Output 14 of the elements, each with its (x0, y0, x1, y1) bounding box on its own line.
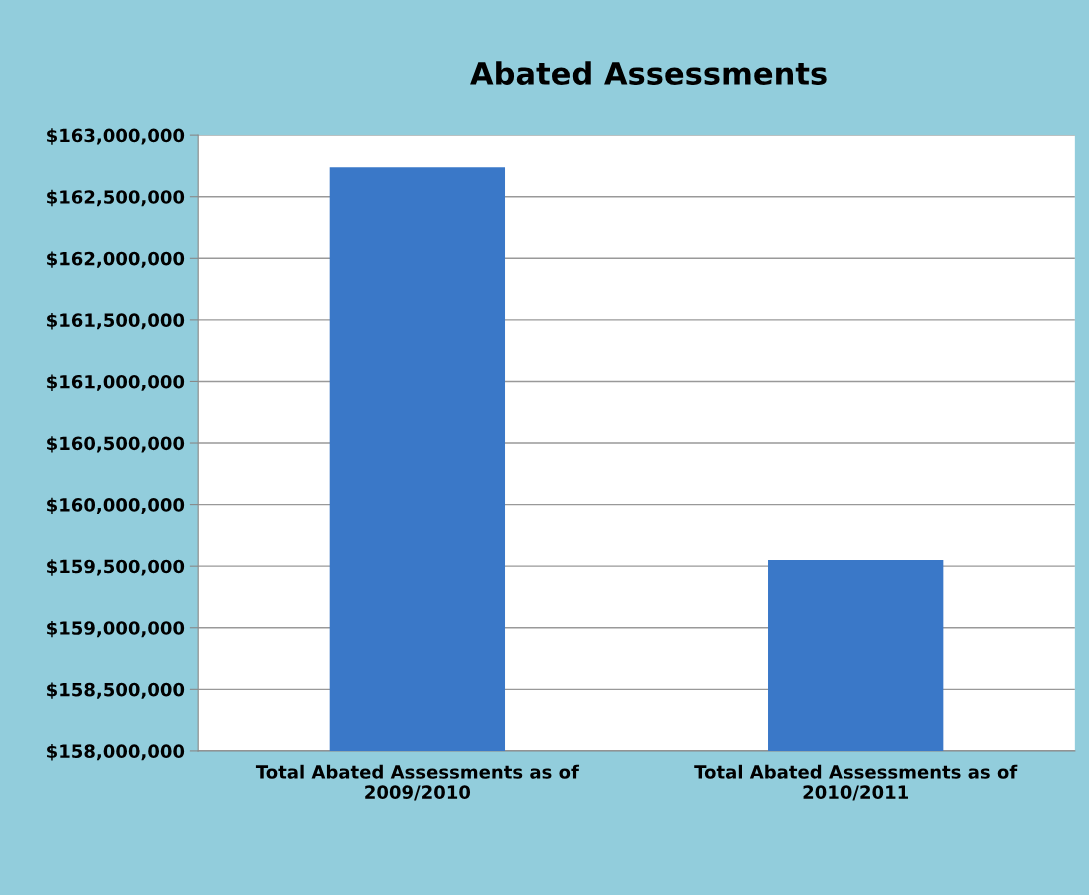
y-tick-label: $161,500,000 (47, 313, 185, 330)
y-tick-label: $160,500,000 (47, 436, 185, 453)
y-tick-label: $158,500,000 (47, 682, 185, 699)
y-tick-label: $159,000,000 (47, 620, 185, 638)
x-tick-label: Total Abated Assessments as of 2009/2010 (255, 764, 580, 801)
y-tick-label: $162,000,000 (47, 251, 185, 268)
y-tick-label: $161,000,000 (47, 374, 185, 391)
chart-title: Abated Assessments (470, 61, 827, 85)
y-tick-label: $158,000,000 (47, 744, 185, 761)
y-tick-label: $163,000,000 (47, 128, 185, 145)
y-tick-label: $160,000,000 (47, 497, 185, 515)
y-tick-label: $159,500,000 (47, 559, 185, 576)
x-tick-label: Total Abated Assessments as of 2010/2011 (694, 764, 1018, 801)
y-tick-label: $162,500,000 (47, 189, 185, 207)
